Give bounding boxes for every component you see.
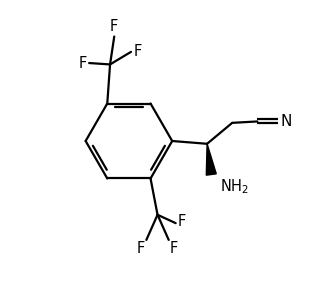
Text: F: F — [110, 19, 118, 34]
Polygon shape — [206, 144, 216, 175]
Text: F: F — [178, 214, 186, 229]
Text: F: F — [137, 241, 145, 256]
Text: NH$_2$: NH$_2$ — [220, 177, 249, 196]
Text: N: N — [281, 114, 292, 129]
Text: F: F — [79, 56, 87, 70]
Text: F: F — [170, 241, 178, 256]
Text: F: F — [133, 44, 141, 60]
